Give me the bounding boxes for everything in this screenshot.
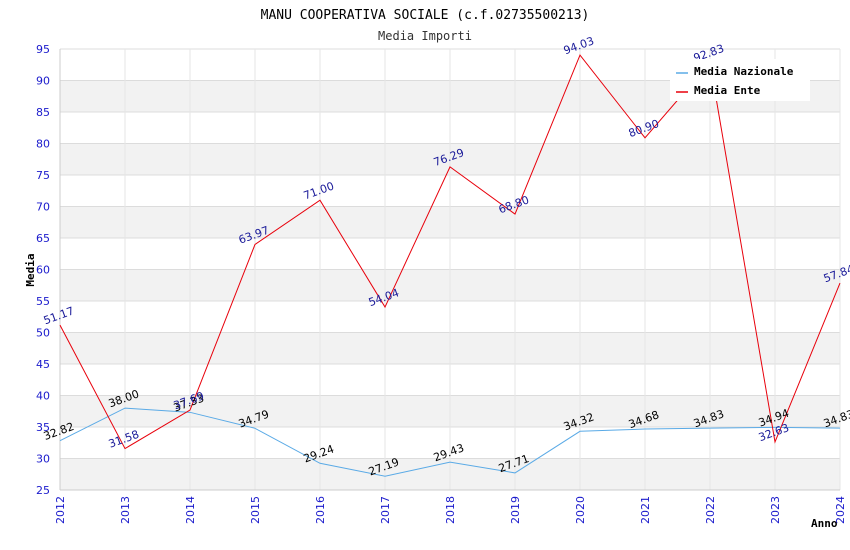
y-tick-label: 70 bbox=[36, 201, 50, 214]
y-tick-label: 55 bbox=[36, 295, 50, 308]
legend-box bbox=[670, 59, 810, 101]
y-tick-label: 40 bbox=[36, 390, 50, 403]
y-tick-label: 90 bbox=[36, 75, 50, 88]
x-tick-label: 2019 bbox=[509, 496, 522, 524]
y-tick-label: 80 bbox=[36, 138, 50, 151]
x-tick-label: 2015 bbox=[249, 496, 262, 524]
y-tick-label: 65 bbox=[36, 232, 50, 245]
x-tick-label: 2012 bbox=[54, 496, 67, 524]
legend: Media Nazionale Media Ente bbox=[670, 59, 810, 101]
x-axis-label: Anno bbox=[811, 517, 838, 530]
y-tick-label: 85 bbox=[36, 106, 50, 119]
legend-label-ente: Media Ente bbox=[694, 84, 761, 97]
x-tick-label: 2023 bbox=[769, 496, 782, 524]
y-tick-label: 75 bbox=[36, 169, 50, 182]
y-tick-label: 95 bbox=[36, 43, 50, 56]
x-tick-label: 2014 bbox=[184, 496, 197, 524]
x-tick-label: 2017 bbox=[379, 496, 392, 524]
x-tick-label: 2013 bbox=[119, 496, 132, 524]
y-tick-label: 50 bbox=[36, 327, 50, 340]
chart-subtitle: Media Importi bbox=[378, 29, 472, 43]
x-tick-label: 2020 bbox=[574, 496, 587, 524]
x-tick-label: 2018 bbox=[444, 496, 457, 524]
series-line-nazionale bbox=[59, 407, 841, 477]
legend-label-nazionale: Media Nazionale bbox=[694, 65, 794, 78]
gridlines bbox=[59, 48, 841, 491]
x-tick-label: 2021 bbox=[639, 496, 652, 524]
y-axis-ticks: 25 30 35 40 45 50 55 60 65 70 75 80 85 90 95 bbox=[36, 43, 50, 497]
y-tick-label: 30 bbox=[36, 453, 50, 466]
x-axis-ticks: 2012 2013 2014 2015 2016 2017 2018 2019 2020 2021… bbox=[54, 496, 847, 524]
y-tick-label: 45 bbox=[36, 358, 50, 371]
chart-title: MANU COOPERATIVA SOCIALE (c.f.0273550021… bbox=[261, 8, 590, 23]
y-axis-label: Media bbox=[24, 253, 37, 286]
y-tick-label: 35 bbox=[36, 421, 50, 434]
x-tick-label: 2024 bbox=[834, 496, 847, 524]
y-tick-label: 25 bbox=[36, 484, 50, 497]
x-tick-label: 2016 bbox=[314, 496, 327, 524]
x-tick-label: 2022 bbox=[704, 496, 717, 524]
y-tick-label: 60 bbox=[36, 264, 50, 277]
